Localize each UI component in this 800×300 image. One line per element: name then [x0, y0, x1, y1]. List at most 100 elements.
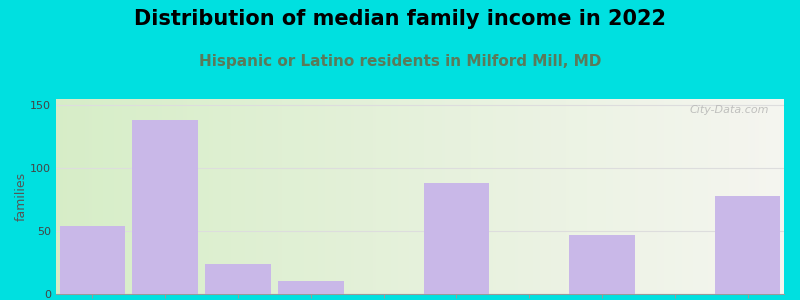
Bar: [416, 99, 420, 294]
Bar: [570, 235, 634, 294]
Bar: [282, 99, 286, 294]
Bar: [413, 99, 416, 294]
Bar: [223, 99, 227, 294]
Bar: [103, 99, 107, 294]
Bar: [511, 99, 514, 294]
Text: Distribution of median family income in 2022: Distribution of median family income in …: [134, 9, 666, 29]
Bar: [773, 99, 777, 294]
Bar: [194, 99, 198, 294]
Bar: [274, 99, 278, 294]
Bar: [642, 99, 646, 294]
Bar: [478, 99, 482, 294]
Bar: [638, 99, 642, 294]
Bar: [322, 99, 326, 294]
Bar: [398, 99, 402, 294]
Bar: [238, 99, 242, 294]
Bar: [220, 99, 223, 294]
Bar: [631, 99, 634, 294]
Bar: [598, 99, 602, 294]
Bar: [486, 99, 489, 294]
Bar: [402, 99, 406, 294]
Bar: [460, 99, 464, 294]
Bar: [202, 99, 206, 294]
Bar: [318, 99, 322, 294]
Bar: [620, 99, 624, 294]
Bar: [129, 99, 133, 294]
Bar: [380, 99, 384, 294]
Bar: [434, 99, 438, 294]
Bar: [566, 99, 570, 294]
Bar: [310, 99, 314, 294]
Bar: [770, 99, 773, 294]
Bar: [718, 99, 722, 294]
Bar: [624, 99, 627, 294]
Bar: [507, 99, 511, 294]
Bar: [296, 99, 300, 294]
Bar: [176, 99, 180, 294]
Text: Hispanic or Latino residents in Milford Mill, MD: Hispanic or Latino residents in Milford …: [199, 54, 601, 69]
Bar: [711, 99, 715, 294]
Bar: [366, 99, 369, 294]
Bar: [165, 99, 169, 294]
Bar: [671, 99, 674, 294]
Bar: [74, 99, 78, 294]
Bar: [183, 99, 187, 294]
Bar: [260, 99, 263, 294]
Bar: [230, 99, 234, 294]
Bar: [267, 99, 270, 294]
Bar: [766, 99, 770, 294]
Bar: [715, 196, 780, 294]
Bar: [547, 99, 551, 294]
Bar: [474, 99, 478, 294]
Bar: [213, 99, 216, 294]
Bar: [60, 226, 125, 294]
Bar: [780, 99, 784, 294]
Bar: [394, 99, 398, 294]
Bar: [514, 99, 518, 294]
Bar: [594, 99, 598, 294]
Text: City-Data.com: City-Data.com: [690, 105, 770, 115]
Bar: [293, 99, 296, 294]
Bar: [242, 99, 246, 294]
Bar: [446, 99, 449, 294]
Bar: [726, 99, 730, 294]
Bar: [249, 99, 253, 294]
Bar: [733, 99, 737, 294]
Bar: [489, 99, 493, 294]
Bar: [209, 99, 213, 294]
Bar: [125, 99, 129, 294]
Bar: [133, 120, 198, 294]
Bar: [449, 99, 453, 294]
Bar: [467, 99, 471, 294]
Bar: [570, 99, 573, 294]
Bar: [664, 99, 667, 294]
Bar: [409, 99, 413, 294]
Bar: [526, 99, 530, 294]
Bar: [471, 99, 474, 294]
Bar: [333, 99, 336, 294]
Y-axis label: families: families: [14, 172, 27, 221]
Bar: [737, 99, 740, 294]
Bar: [347, 99, 351, 294]
Bar: [424, 183, 489, 294]
Bar: [369, 99, 373, 294]
Bar: [613, 99, 617, 294]
Bar: [289, 99, 293, 294]
Bar: [540, 99, 544, 294]
Bar: [67, 99, 70, 294]
Bar: [63, 99, 67, 294]
Bar: [606, 99, 610, 294]
Bar: [329, 99, 333, 294]
Bar: [693, 99, 697, 294]
Bar: [500, 99, 504, 294]
Bar: [747, 99, 751, 294]
Bar: [722, 99, 726, 294]
Bar: [253, 99, 256, 294]
Bar: [60, 99, 63, 294]
Bar: [650, 99, 653, 294]
Bar: [82, 99, 85, 294]
Bar: [497, 99, 500, 294]
Bar: [140, 99, 143, 294]
Bar: [278, 281, 343, 294]
Bar: [303, 99, 307, 294]
